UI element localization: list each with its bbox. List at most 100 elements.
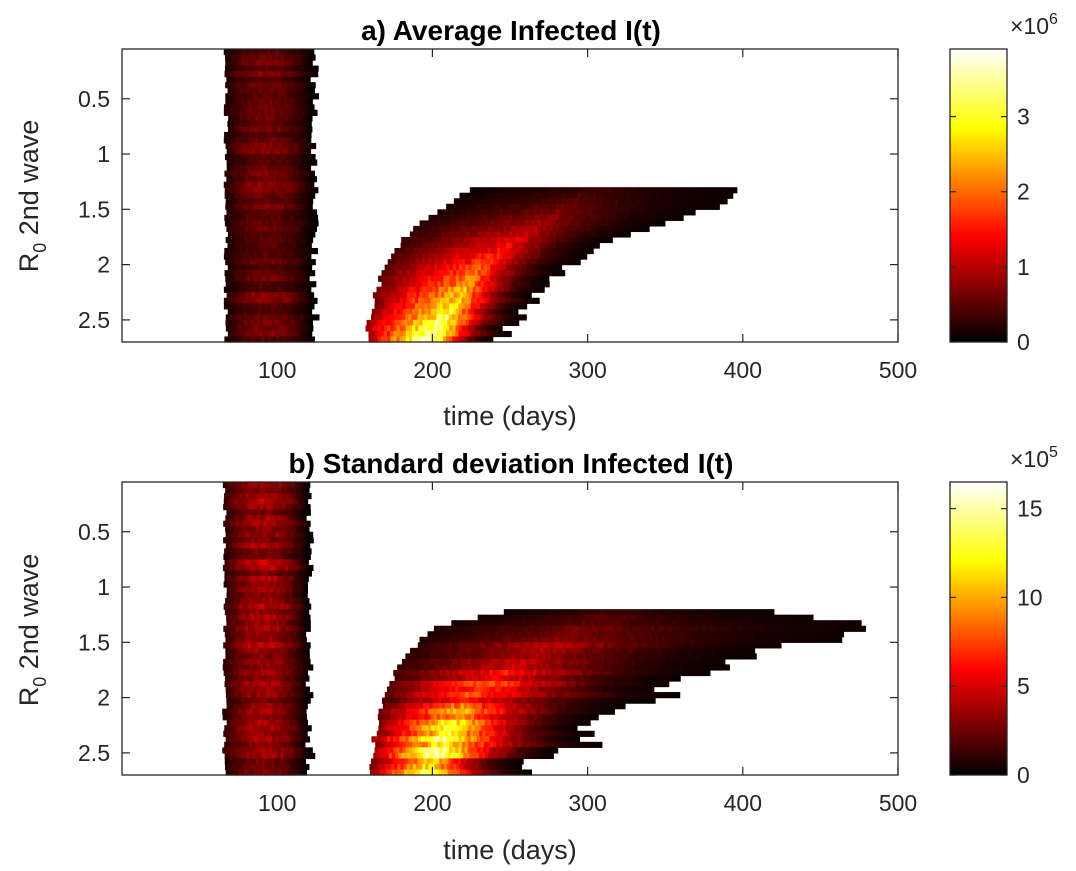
heatmap-cell: [366, 319, 371, 327]
heatmap-cell: [263, 642, 268, 649]
heatmap-cell: [242, 148, 246, 155]
heatmap-cell: [289, 131, 293, 139]
heatmap-cell: [283, 631, 288, 638]
heatmap-cell: [262, 631, 266, 638]
heatmap-cell: [284, 198, 289, 205]
heatmap-cell: [308, 65, 313, 72]
heatmap-cell: [287, 154, 291, 161]
heatmap-cell: [495, 203, 500, 210]
heatmap-cell: [471, 625, 475, 632]
heatmap-cell: [442, 314, 447, 321]
heatmap-cell: [230, 253, 234, 260]
heatmap-cell: [271, 270, 275, 277]
heatmap-cell: [246, 82, 251, 89]
heatmap-cell: [617, 209, 622, 216]
heatmap-cell: [561, 614, 566, 621]
heatmap-cell: [280, 120, 284, 127]
heatmap-cell: [304, 592, 308, 599]
heatmap-cell: [258, 264, 263, 271]
heatmap-cell: [274, 631, 279, 638]
heatmap-cell: [572, 609, 576, 616]
heatmap-cell: [224, 71, 229, 78]
heatmap-cell: [817, 620, 822, 627]
heatmap-cell: [249, 264, 254, 271]
heatmap-cell: [235, 314, 239, 321]
heatmap-cell: [534, 248, 538, 255]
heatmap-cell: [465, 242, 470, 249]
heatmap-cell: [280, 154, 285, 161]
heatmap-cell: [466, 620, 471, 627]
heatmap-cell: [243, 631, 248, 638]
heatmap-cell: [499, 231, 504, 238]
heatmap-cell: [236, 603, 240, 610]
heatmap-cell: [229, 537, 234, 544]
heatmap-cell: [440, 242, 445, 249]
heatmap-cell: [282, 303, 287, 310]
heatmap-cell: [294, 553, 299, 560]
heatmap-cell: [230, 104, 234, 111]
heatmap-cell: [568, 192, 572, 199]
heatmap-cell: [593, 187, 598, 194]
heatmap-cell: [637, 620, 642, 627]
heatmap-cell: [568, 198, 573, 205]
heatmap-cell: [660, 631, 665, 638]
heatmap-cell: [274, 126, 279, 133]
heatmap-cell: [230, 559, 235, 566]
heatmap-cell: [224, 220, 229, 227]
heatmap-cell: [721, 609, 725, 616]
heatmap-cell: [667, 209, 671, 216]
heatmap-cell: [253, 198, 258, 205]
heatmap-cell: [618, 636, 622, 643]
heatmap-cell: [268, 609, 272, 616]
heatmap-cell: [617, 625, 621, 632]
heatmap-cell: [274, 330, 279, 338]
heatmap-cell: [715, 620, 719, 627]
heatmap-cell: [248, 159, 253, 166]
heatmap-cell: [446, 336, 450, 343]
heatmap-cell: [518, 231, 523, 238]
heatmap-cell: [305, 570, 309, 577]
heatmap-cell: [315, 93, 319, 100]
heatmap-cell: [474, 631, 478, 638]
heatmap-cell: [512, 242, 517, 249]
heatmap-cell: [527, 275, 531, 282]
heatmap-cell: [302, 631, 307, 638]
heatmap-cell: [380, 314, 385, 321]
heatmap-cell: [399, 325, 404, 332]
heatmap-cell: [478, 636, 483, 643]
heatmap-cell: [390, 308, 395, 315]
heatmap-cell: [639, 225, 644, 233]
heatmap-cell: [260, 625, 265, 632]
heatmap-cell: [537, 242, 541, 249]
heatmap-cell: [464, 330, 469, 338]
heatmap-cell: [686, 636, 691, 643]
heatmap-cell: [583, 231, 588, 238]
heatmap-cell: [253, 482, 258, 489]
heatmap-cell: [262, 154, 266, 161]
colorbar-multiplier-exponent: 6: [1049, 11, 1058, 28]
heatmap-cell: [232, 564, 236, 572]
heatmap-cell: [289, 120, 294, 127]
heatmap-cell: [469, 620, 474, 627]
heatmap-cell: [288, 553, 293, 560]
heatmap-cell: [237, 308, 241, 315]
heatmap-cell: [459, 319, 464, 327]
heatmap-cell: [262, 115, 266, 122]
heatmap-cell: [464, 203, 469, 210]
heatmap-cell: [727, 609, 731, 616]
heatmap-cell: [517, 203, 522, 210]
heatmap-cell: [271, 187, 275, 194]
heatmap-cell: [250, 515, 254, 522]
heatmap-cell: [830, 620, 834, 627]
heatmap-cell: [409, 281, 414, 288]
heatmap-cell: [226, 165, 231, 172]
heatmap-cell: [540, 236, 545, 244]
heatmap-cell: [304, 148, 308, 155]
heatmap-cell: [466, 286, 471, 293]
heatmap-cell: [250, 142, 255, 150]
heatmap-cell: [288, 176, 293, 183]
heatmap-cell: [231, 598, 235, 605]
heatmap-cell: [244, 142, 248, 150]
heatmap-cell: [270, 165, 274, 172]
heatmap-cell: [682, 614, 687, 621]
